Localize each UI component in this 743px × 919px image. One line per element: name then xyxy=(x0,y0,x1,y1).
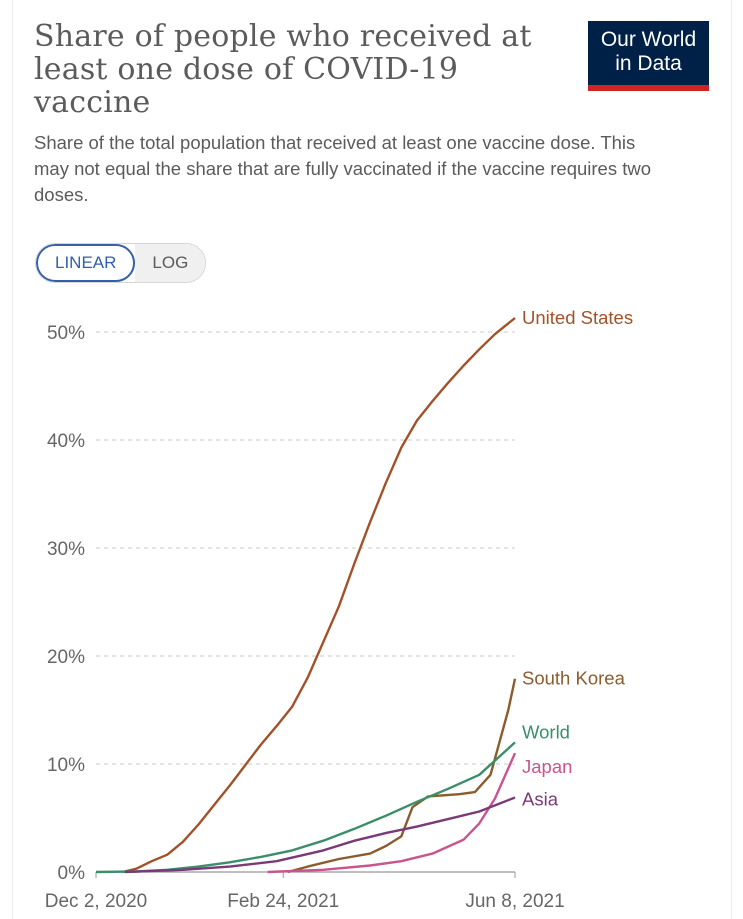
gridlines xyxy=(96,331,515,873)
series-labels: United States South Korea World Japan Asia xyxy=(522,307,633,810)
series-lines xyxy=(95,317,517,874)
chart-subtitle: Share of the total population that recei… xyxy=(34,132,652,205)
x-tick-label: Feb 24, 2021 xyxy=(227,891,339,912)
series-label-world: World xyxy=(522,721,570,742)
logo-line-2: in Data xyxy=(615,52,682,75)
series-line-world xyxy=(95,741,516,874)
chart-title: Share of people who received at least on… xyxy=(34,19,532,120)
linear-scale-button[interactable]: LINEAR xyxy=(36,244,136,282)
x-tick-label: Jun 8, 2021 xyxy=(465,891,564,912)
y-tick-label: 10% xyxy=(47,755,85,776)
series-line-south-korea xyxy=(287,678,517,874)
logo-line-1: Our World xyxy=(600,28,697,51)
x-tick-label: Dec 2, 2020 xyxy=(45,891,147,912)
series-line-asia xyxy=(124,796,516,874)
x-axis-ticks: Dec 2, 2020 Feb 24, 2021 Jun 8, 2021 xyxy=(45,872,565,912)
scale-toggle[interactable]: LINEAR LOG xyxy=(35,243,207,283)
logo-accent-bar xyxy=(588,85,709,91)
series-line-united-states xyxy=(122,317,516,874)
y-tick-label: 0% xyxy=(58,863,86,884)
line-chart: 0% 10% 20% 30% 40% 50% Dec 2, 2020 Feb 24, 202… xyxy=(45,307,633,912)
y-tick-label: 20% xyxy=(47,647,85,668)
y-axis-ticks: 0% 10% 20% 30% 40% 50% xyxy=(47,323,85,884)
chart-card xyxy=(12,0,732,919)
series-label-south-korea: South Korea xyxy=(522,668,626,689)
y-tick-label: 30% xyxy=(47,539,85,560)
series-label-united-states: United States xyxy=(522,307,633,328)
series-label-japan: Japan xyxy=(522,756,572,777)
y-tick-label: 50% xyxy=(47,323,85,344)
series-label-asia: Asia xyxy=(522,788,559,809)
y-tick-label: 40% xyxy=(47,431,85,452)
log-scale-button[interactable]: LOG xyxy=(135,244,206,282)
owid-logo[interactable]: Our World in Data xyxy=(588,21,709,91)
